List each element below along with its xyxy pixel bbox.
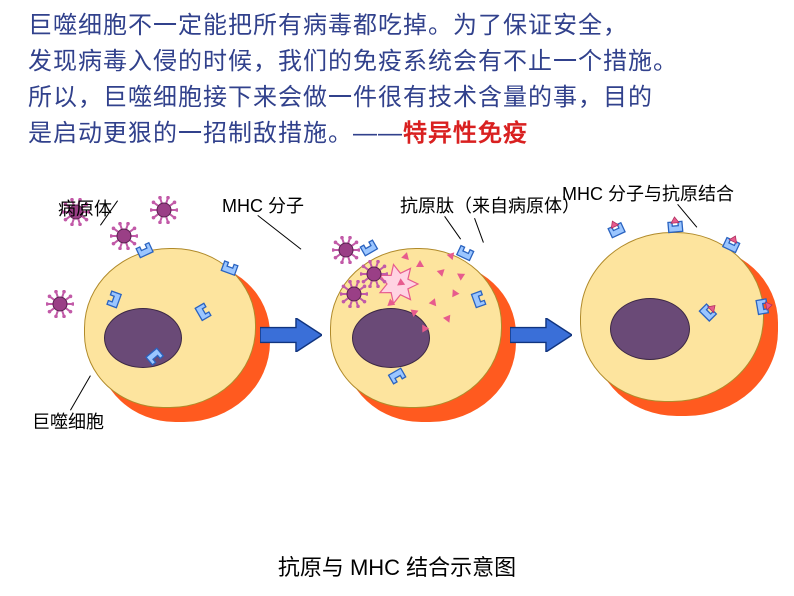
antigen-peptide-icon xyxy=(452,289,460,297)
intro-highlight: 特异性免疫 xyxy=(403,120,528,147)
leader-line xyxy=(444,216,461,240)
mhc-antigen-complex-icon xyxy=(755,294,776,317)
pathogen-virus-icon xyxy=(150,196,178,224)
cell-nucleus xyxy=(610,298,690,360)
intro-line-3: 所以，巨噬细胞接下来会做一件很有技术含量的事，目的 xyxy=(28,84,653,111)
leader-line xyxy=(474,218,484,243)
cell-2 xyxy=(330,248,502,408)
intro-paragraph: 巨噬细胞不一定能把所有病毒都吃掉。为了保证安全， 发现病毒入侵的时候，我们的免疫… xyxy=(0,0,794,152)
intro-line-1: 巨噬细胞不一定能把所有病毒都吃掉。为了保证安全， xyxy=(28,12,628,39)
mhc-diagram: 病原体巨噬细胞 MHC 分子 抗原肽（来自病原体）MHC 分子与抗原结合 xyxy=(0,180,794,560)
leader-line xyxy=(257,215,301,250)
label-mhc-molecule: MHC 分子 xyxy=(222,192,304,218)
antigen-peptide-icon xyxy=(416,260,424,267)
label-antigen-peptide: 抗原肽（来自病原体） xyxy=(400,192,580,218)
process-arrow-icon xyxy=(510,318,572,352)
process-arrow-icon xyxy=(260,318,322,352)
intro-line-2: 发现病毒入侵的时候，我们的免疫系统会有不止一个措施。 xyxy=(28,48,678,75)
label-pathogen: 病原体 xyxy=(58,195,112,221)
intro-line-4a: 是启动更狠的一招制敌措施。—— xyxy=(28,120,403,147)
pathogen-virus-icon xyxy=(46,290,74,318)
diagram-caption: 抗原与 MHC 结合示意图 xyxy=(0,550,794,582)
pathogen-virus-icon xyxy=(332,236,360,264)
cell-nucleus xyxy=(352,308,430,368)
antigen-peptide-icon xyxy=(410,309,419,317)
label-mhc-antigen-complex: MHC 分子与抗原结合 xyxy=(562,180,734,206)
pathogen-virus-icon xyxy=(340,280,368,308)
mhc-antigen-complex-icon xyxy=(663,213,684,233)
pathogen-virus-icon xyxy=(110,222,138,250)
label-macrophage: 巨噬细胞 xyxy=(32,408,104,434)
mhc-molecule-icon xyxy=(453,237,479,262)
